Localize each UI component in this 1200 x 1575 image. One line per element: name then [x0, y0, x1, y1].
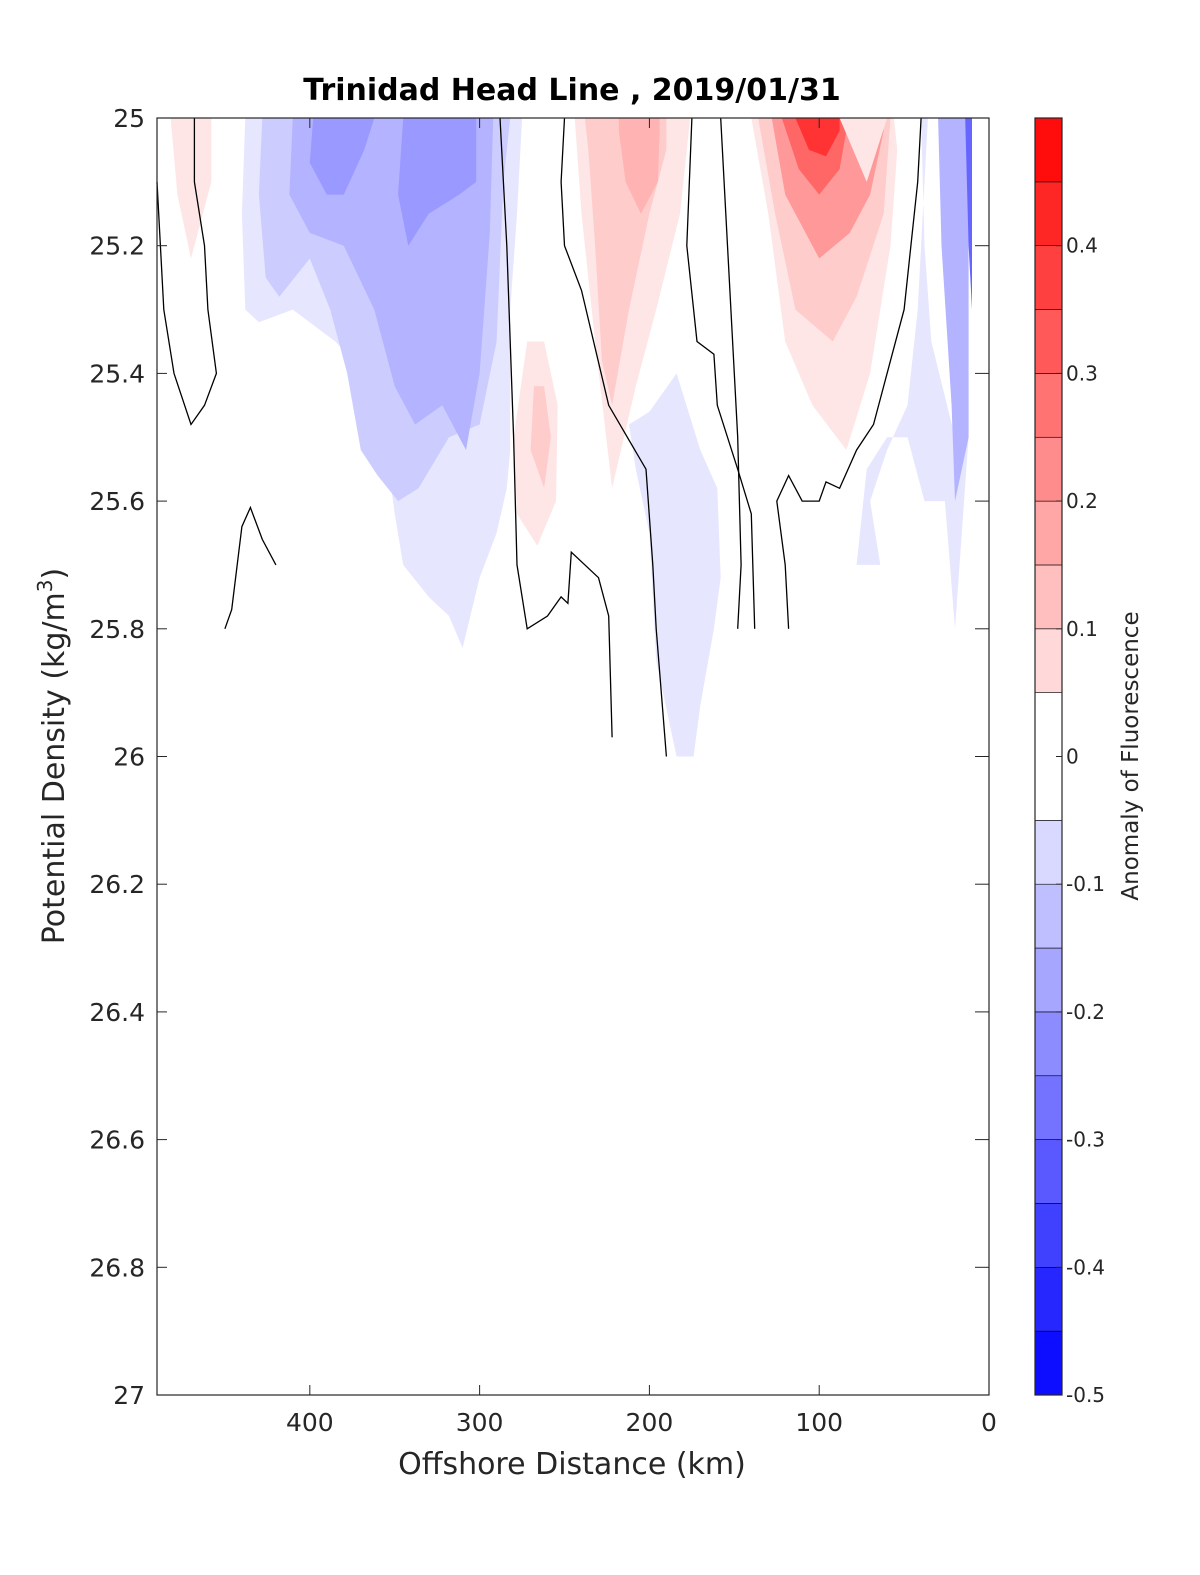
x-axis-label: Offshore Distance (km) — [398, 1447, 746, 1482]
y-tick-label: 25 — [113, 104, 145, 133]
zero-contour-line — [686, 117, 756, 629]
x-tick-label: 400 — [286, 1408, 334, 1437]
colorbar-band — [1034, 883, 1063, 949]
zero-contour-line — [156, 118, 218, 426]
contour-region — [965, 118, 972, 310]
zero-contour-line — [499, 117, 613, 738]
colorbar-tick-label: 0.1 — [1066, 617, 1098, 641]
colorbar-tick-label: 0.4 — [1066, 234, 1098, 258]
y-axis-label-main: Potential Density (kg/m — [37, 592, 72, 944]
y-tick-label: 26.6 — [89, 1126, 145, 1155]
x-tick-label: 200 — [626, 1408, 674, 1437]
colorbar-tick-label: -0.5 — [1066, 1383, 1105, 1407]
y-tick-label: 25.6 — [89, 487, 145, 516]
colorbar-tick-label: 0 — [1066, 745, 1079, 769]
colorbar-tick-label: -0.3 — [1066, 1128, 1105, 1152]
colorbar-band — [1034, 117, 1063, 183]
colorbar-band — [1034, 564, 1063, 630]
colorbar-band — [1034, 1267, 1063, 1332]
chart-title: Trinidad Head Line , 2019/01/31 — [303, 73, 840, 108]
contour-region — [938, 118, 969, 502]
x-tick-label: 0 — [981, 1408, 997, 1437]
x-tick-label: 300 — [456, 1408, 504, 1437]
colorbar-band — [1034, 181, 1063, 247]
y-axis-label-end: ) — [37, 568, 72, 580]
colorbar-band — [1034, 947, 1063, 1013]
y-tick-label: 25.8 — [89, 615, 145, 644]
zero-contour-line — [560, 117, 668, 757]
contour-region — [629, 373, 721, 757]
y-tick-label: 26.2 — [89, 870, 145, 899]
contour-region — [530, 386, 551, 489]
contour-region — [839, 118, 888, 182]
colorbar-tick-label: -0.4 — [1066, 1255, 1105, 1279]
colorbar-band — [1034, 1011, 1063, 1077]
x-axis-ticks: 400 300 200 100 0 — [286, 118, 997, 1437]
contour-region — [309, 118, 375, 195]
filled-contour-regions — [170, 118, 972, 757]
colorbar-tick-label: -0.1 — [1066, 872, 1105, 896]
colorbar-label: Anomaly of Fluorescence — [1118, 611, 1144, 900]
colorbar-band — [1034, 628, 1063, 693]
y-tick-label: 26.4 — [89, 998, 145, 1027]
y-axis-label: Potential Density (kg/m3) — [33, 568, 72, 944]
y-axis-label-superscript: 3 — [33, 579, 57, 592]
zero-contour-line — [776, 117, 922, 629]
y-tick-label: 25.4 — [89, 359, 145, 388]
x-tick-label: 100 — [795, 1408, 843, 1437]
y-tick-label: 26 — [113, 743, 145, 772]
plot-area: 400 300 200 100 0 25 25.2 25.4 25.6 25.8 26 26.2 26… — [89, 104, 997, 1437]
colorbar-band — [1034, 309, 1063, 374]
zero-contour-line — [720, 117, 742, 629]
colorbar-tick-label: 0.2 — [1066, 489, 1098, 513]
colorbar-band — [1034, 820, 1063, 885]
colorbar-tick-label: -0.2 — [1066, 1000, 1105, 1024]
colorbar-band — [1034, 245, 1063, 310]
colorbar-band — [1034, 500, 1063, 566]
contour-region — [170, 118, 212, 259]
y-tick-label: 25.2 — [89, 232, 145, 261]
colorbar-band — [1034, 1203, 1063, 1268]
colorbar-tick-label: 0.3 — [1066, 361, 1098, 385]
colorbar-band — [1034, 373, 1063, 438]
zero-contour-lines — [156, 117, 922, 757]
colorbar-band — [1034, 436, 1063, 502]
y-tick-label: 27 — [113, 1381, 145, 1410]
y-tick-label: 26.8 — [89, 1253, 145, 1282]
colorbar-band — [1034, 1139, 1063, 1204]
zero-contour-line — [224, 505, 277, 630]
colorbar: 0.4 0.3 0.2 0.1 0 -0.1 -0.2 -0.3 -0.4 -0.5 Anomal… — [1034, 117, 1144, 1407]
contour-region — [398, 118, 477, 246]
colorbar-band — [1034, 1330, 1063, 1396]
plot-frame — [156, 117, 990, 1396]
colorbar-ticks: 0.4 0.3 0.2 0.1 0 -0.1 -0.2 -0.3 -0.4 -0.5 — [1056, 234, 1105, 1407]
y-axis-ticks: 25 25.2 25.4 25.6 25.8 26 26.2 26.4 26.6 26.8 27 — [89, 104, 989, 1410]
contour-region — [618, 118, 660, 214]
contour-region — [795, 118, 840, 157]
colorbar-frame — [1034, 117, 1063, 1396]
colorbar-band — [1034, 1075, 1063, 1140]
contour-region — [856, 118, 969, 629]
